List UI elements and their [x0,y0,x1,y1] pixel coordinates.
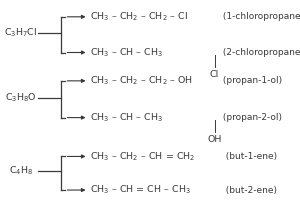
Text: (2-chloropropane): (2-chloropropane) [220,48,300,57]
Text: (propan-1-ol): (propan-1-ol) [220,76,283,85]
Text: CH$_3$ – CH – CH$_3$: CH$_3$ – CH – CH$_3$ [90,111,163,124]
Text: CH$_3$ – CH = CH – CH$_3$: CH$_3$ – CH = CH – CH$_3$ [90,184,191,196]
Text: (but-1-ene): (but-1-ene) [220,152,278,161]
Text: CH$_3$ – CH$_2$ – CH = CH$_2$: CH$_3$ – CH$_2$ – CH = CH$_2$ [90,150,195,163]
Text: (but-2-ene): (but-2-ene) [220,186,278,194]
Text: CH$_3$ – CH – CH$_3$: CH$_3$ – CH – CH$_3$ [90,46,163,59]
Text: CH$_3$ – CH$_2$ – CH$_2$ – Cl: CH$_3$ – CH$_2$ – CH$_2$ – Cl [90,10,188,23]
Text: (propan-2-ol): (propan-2-ol) [220,113,283,122]
Text: OH: OH [207,135,222,144]
Text: CH$_3$ – CH$_2$ – CH$_2$ – OH: CH$_3$ – CH$_2$ – CH$_2$ – OH [90,75,193,87]
Text: (1-chloropropane): (1-chloropropane) [220,12,300,21]
Text: C$_3$H$_7$Cl: C$_3$H$_7$Cl [4,26,38,39]
Text: C$_3$H$_8$O: C$_3$H$_8$O [5,91,37,104]
Text: Cl: Cl [210,70,219,79]
Text: C$_4$H$_8$: C$_4$H$_8$ [9,165,33,177]
